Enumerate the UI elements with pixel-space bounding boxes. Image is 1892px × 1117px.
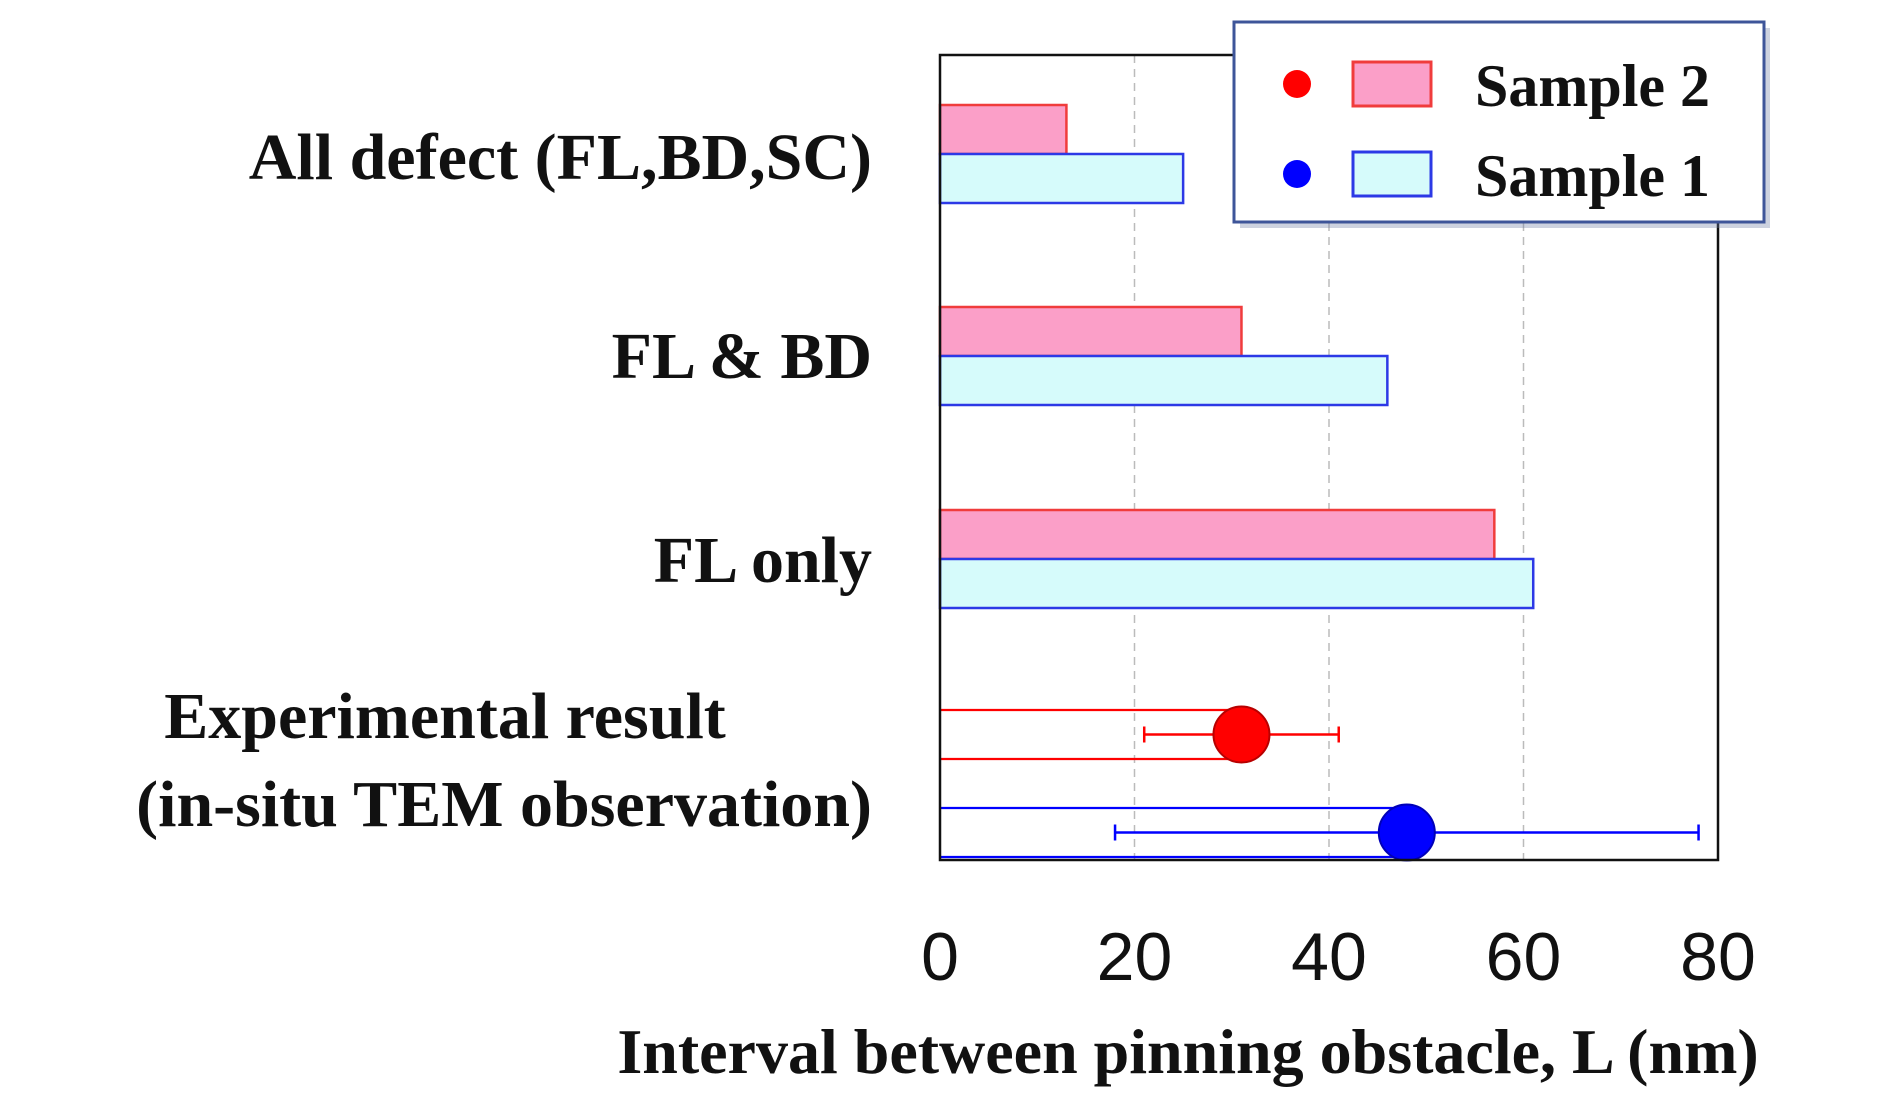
experimental-layer (940, 705, 1700, 862)
legend-label-sample-1: Sample 1 (1475, 143, 1710, 209)
category-label-1: FL & BD (612, 320, 872, 393)
legend-label-sample-2: Sample 2 (1475, 53, 1710, 119)
legend-swatch-sample-2 (1351, 60, 1433, 108)
x-axis-title: Interval between pinning obstacle, L (nm… (617, 1016, 1758, 1087)
legend-swatch-sample-1 (1351, 150, 1433, 198)
exp-point-sample-1 (1377, 803, 1436, 862)
bar-sample-1-cat0 (938, 152, 1185, 205)
x-tick-label-80: 80 (1680, 919, 1756, 995)
x-tick-label-20: 20 (1097, 919, 1173, 995)
bar-sample-1-cat2 (938, 557, 1535, 610)
exp-point-sample-2 (1212, 705, 1271, 764)
category-labels: All defect (FL,BD,SC) FL & BD FL only Exper… (136, 121, 872, 841)
legend: Sample 2 Sample 1 (1232, 20, 1770, 228)
category-label-2: FL only (654, 524, 872, 597)
bar-layer (938, 103, 1535, 610)
legend-marker-sample-2 (1283, 70, 1311, 98)
category-label-3-line2: (in-situ TEM observation) (136, 768, 872, 841)
category-label-3-line1: Experimental result (164, 680, 726, 753)
bar-sample-2-cat1 (938, 305, 1243, 358)
bar-sample-1-cat1 (938, 354, 1389, 407)
x-tick-label-40: 40 (1291, 919, 1367, 995)
category-label-0: All defect (FL,BD,SC) (249, 121, 872, 194)
legend-box (1232, 20, 1766, 224)
x-tick-label-0: 0 (921, 919, 959, 995)
x-tick-label-60: 60 (1486, 919, 1562, 995)
bar-sample-2-cat0 (938, 103, 1068, 156)
legend-marker-sample-1 (1283, 160, 1311, 188)
bar-sample-2-cat2 (938, 508, 1496, 561)
x-tick-labels: 0 20 40 60 80 (921, 919, 1756, 995)
